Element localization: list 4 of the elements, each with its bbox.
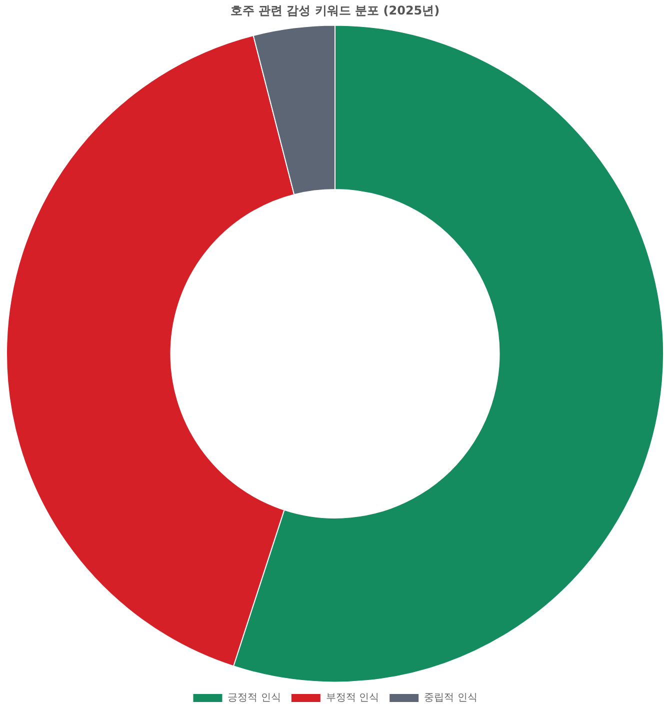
legend-label: 부정적 인식 (326, 692, 380, 704)
chart-title: 호주 관련 감성 키워드 분포 (2025년) (230, 3, 440, 18)
legend-label: 긍정적 인식 (228, 692, 281, 704)
legend-label: 중립적 인식 (424, 692, 478, 704)
